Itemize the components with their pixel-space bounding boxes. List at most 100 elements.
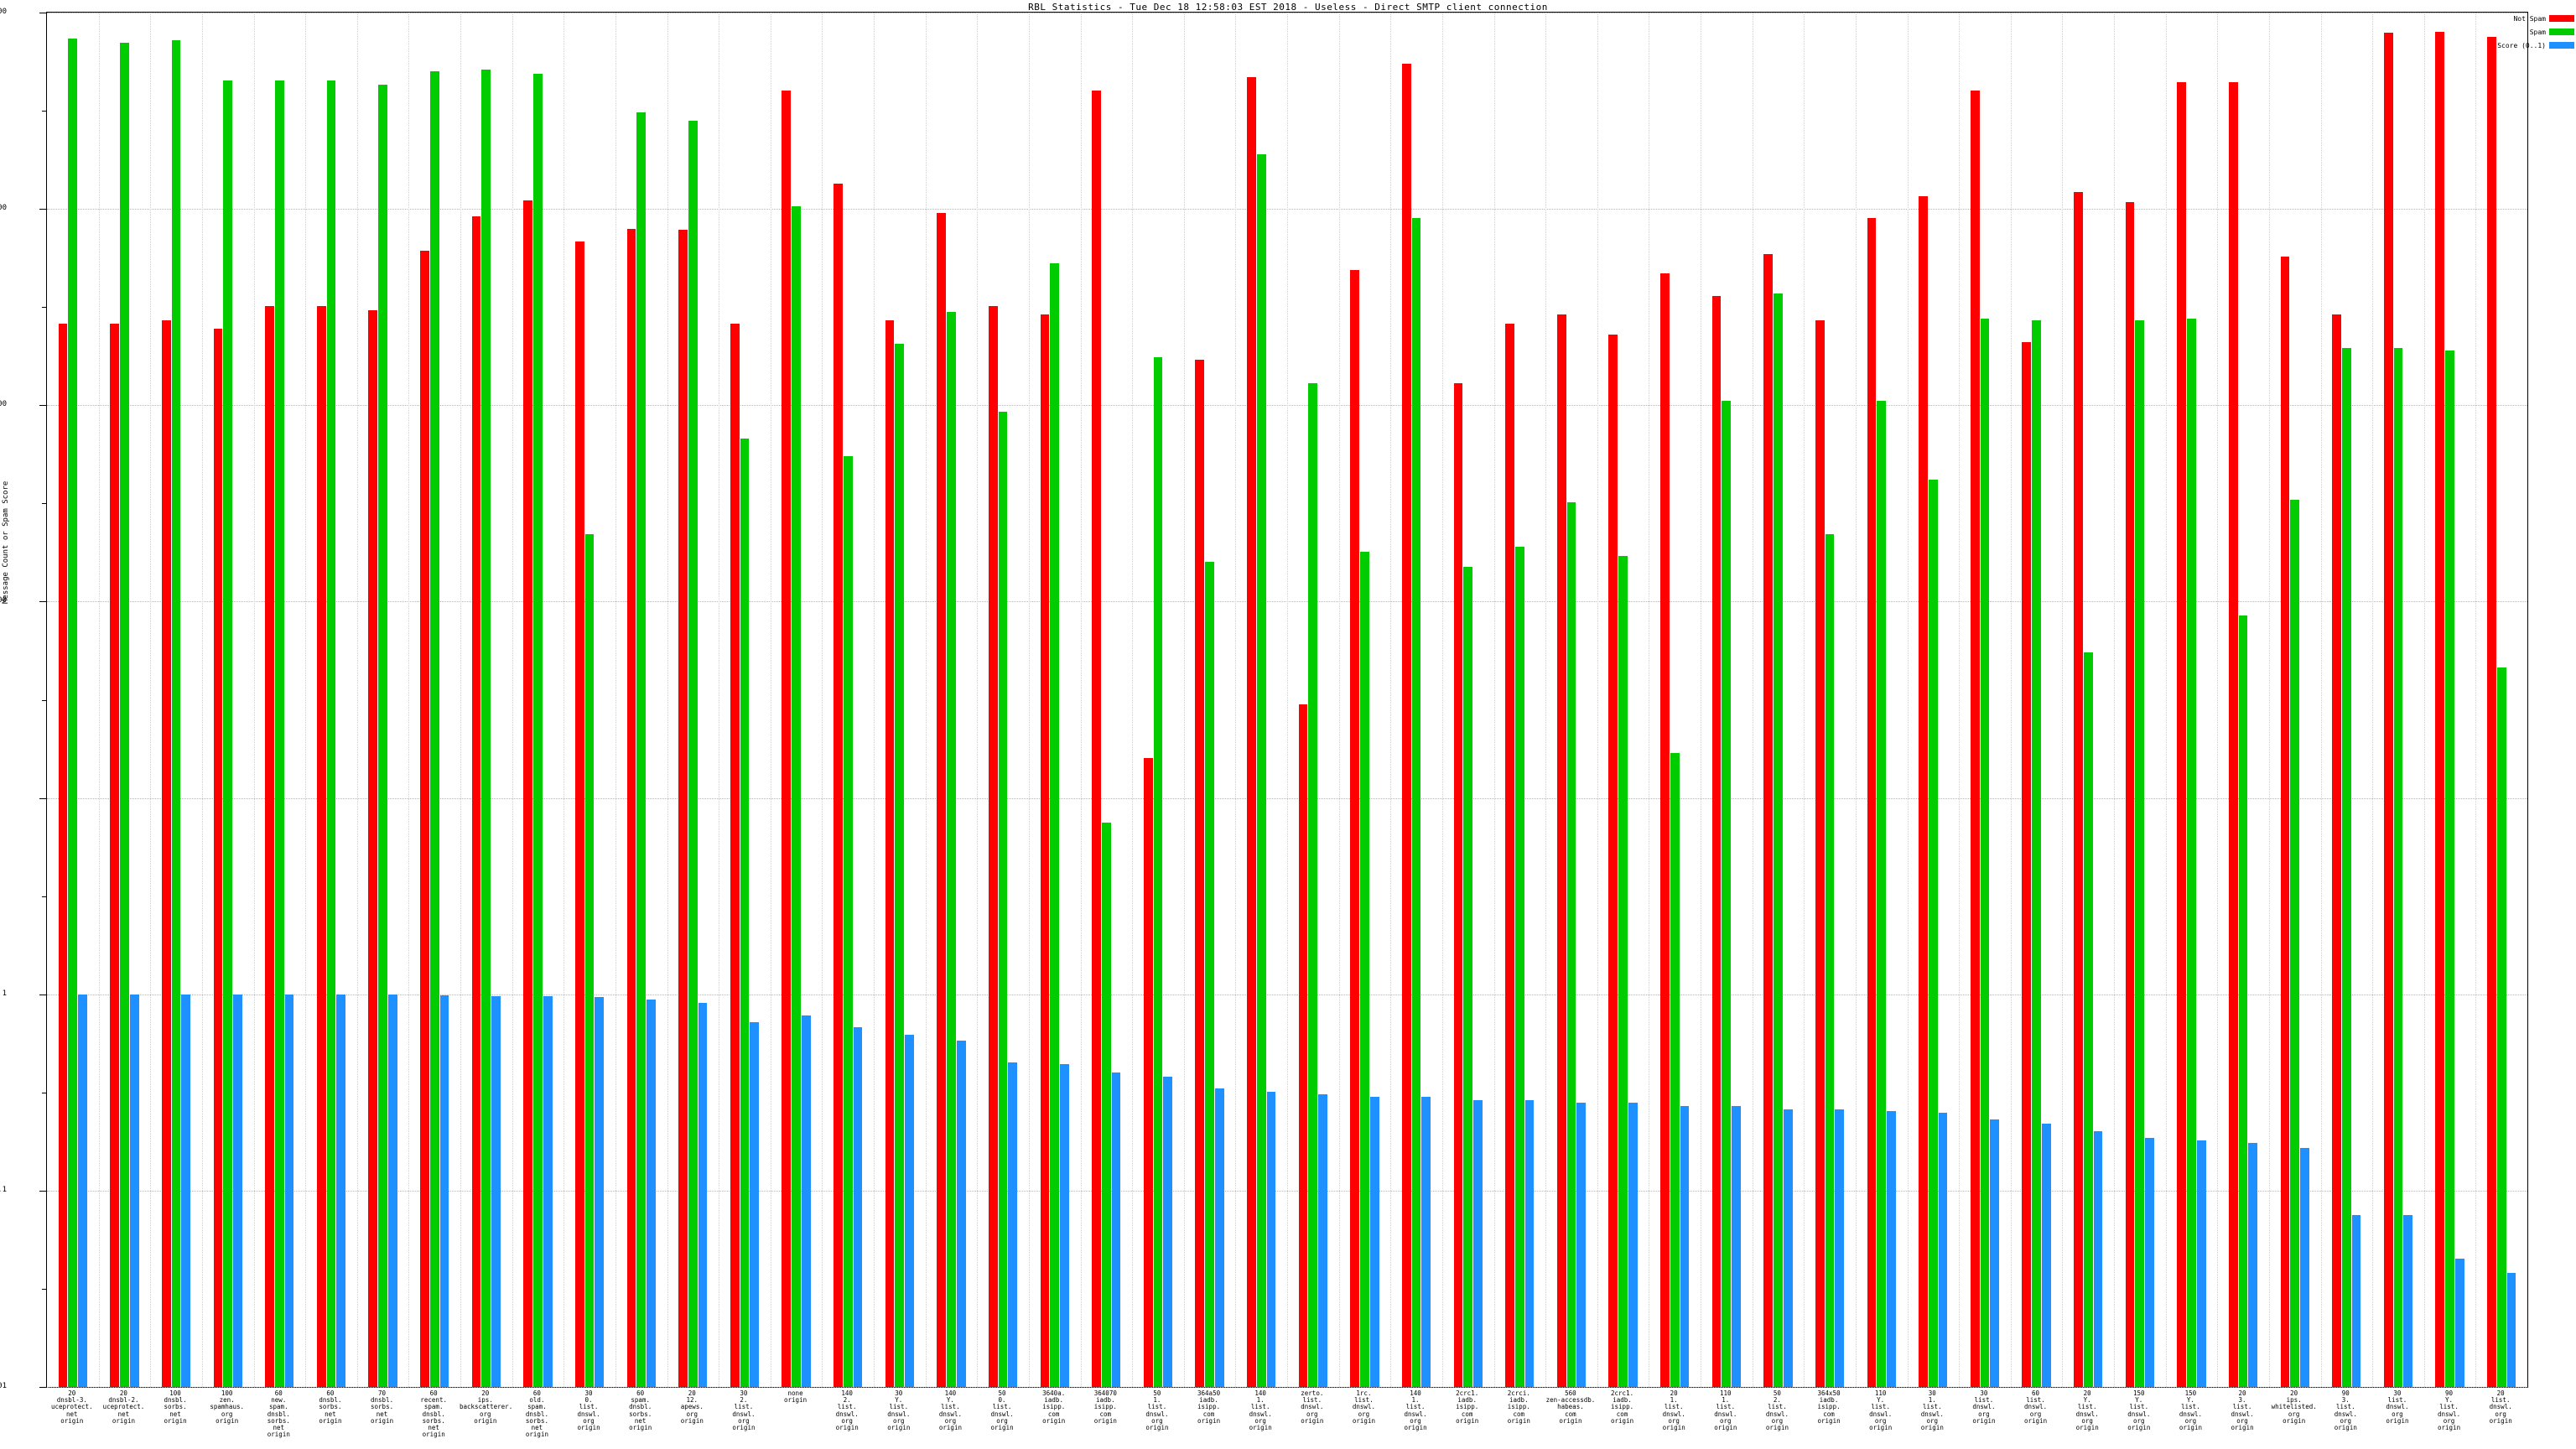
bar-not-spam [1763, 253, 1774, 1387]
bar-not-spam [626, 229, 636, 1387]
bar-not-spam [110, 324, 120, 1387]
y-tick-label: 1000 [0, 400, 7, 409]
x-gridline [1132, 13, 1134, 1387]
bar-not-spam [471, 216, 481, 1387]
bar-score [2454, 1259, 2464, 1387]
bar-group [626, 13, 656, 1387]
bar-not-spam [1970, 91, 1980, 1387]
bar-spam [1205, 561, 1214, 1387]
bar-spam [1825, 534, 1835, 1387]
x-gridline [2372, 13, 2374, 1387]
bar-spam [2445, 351, 2454, 1387]
y-tick-major [39, 1190, 47, 1192]
bar-score [1732, 1105, 1741, 1387]
bar-not-spam [1092, 91, 1101, 1387]
x-tick-label: zerto. list. dnswl. org origin [1301, 1389, 1324, 1425]
y-tick-minor [42, 111, 47, 112]
bar-group [2228, 13, 2258, 1387]
bar-score [647, 1000, 656, 1387]
y-tick-minor [42, 1288, 47, 1290]
bar-score [1887, 1110, 1896, 1387]
bar-not-spam [678, 230, 688, 1387]
x-tick-label: 20 ips. whitelisted. org origin [2271, 1389, 2317, 1425]
bar-not-spam [782, 91, 792, 1387]
x-tick-label: 2crci. iadb. isipp. com origin [1507, 1389, 1530, 1425]
y-tick-minor [42, 699, 47, 701]
bar-spam [120, 43, 129, 1387]
bar-spam [740, 438, 750, 1387]
x-tick-label: 60 new. spam. dnsbl. sorbs. net origin [267, 1389, 290, 1439]
bar-spam [1514, 547, 1524, 1387]
bar-spam [1774, 293, 1783, 1387]
bar-not-spam [1815, 320, 1825, 1387]
bar-spam [1463, 567, 1473, 1387]
x-gridline [1390, 13, 1392, 1387]
bar-group [1040, 13, 1069, 1387]
bar-score [233, 994, 242, 1387]
bar-spam [533, 73, 543, 1387]
bar-score [905, 1035, 914, 1387]
x-gridline [2165, 13, 2167, 1387]
bar-spam [1411, 217, 1421, 1387]
bar-group [523, 13, 553, 1387]
bar-group [265, 13, 294, 1387]
bar-group [2177, 13, 2206, 1387]
bar-group [1505, 13, 1535, 1387]
bar-group [1556, 13, 1587, 1387]
bar-spam [1308, 382, 1318, 1387]
x-gridline [408, 13, 410, 1387]
bar-score [750, 1022, 760, 1387]
bar-score [1576, 1103, 1587, 1387]
bar-score [1473, 1099, 1483, 1387]
y-tick-label: 100 [0, 596, 7, 605]
x-gridline [2268, 13, 2270, 1387]
y-tick-label: 10000 [0, 204, 7, 213]
legend-swatch [2549, 15, 2574, 22]
x-tick-label: 60 recent. spam. dnsbl. sorbs. net origi… [420, 1389, 447, 1439]
bar-spam [2187, 319, 2196, 1387]
bar-group [368, 13, 397, 1387]
x-tick-label: 50 2. list. dnswl. org origin [1765, 1389, 1789, 1432]
x-gridline [874, 13, 875, 1387]
bar-not-spam [2280, 257, 2290, 1387]
bar-score [2506, 1273, 2516, 1387]
bar-spam [1256, 153, 1266, 1387]
x-tick-label: 364070 iadb. isipp. com origin [1093, 1389, 1117, 1425]
x-tick-label: 30 1. list. dnswl. org origin [1920, 1389, 1944, 1432]
bar-score [2093, 1131, 2103, 1387]
bar-group [1401, 13, 1431, 1387]
bar-spam [378, 84, 387, 1387]
bar-score [2351, 1215, 2361, 1387]
bar-score [853, 1026, 863, 1387]
x-tick-label: 560 zen-accessdb. habeas. com origin [1545, 1389, 1596, 1425]
bar-group [1763, 13, 1793, 1387]
bar-group [110, 13, 139, 1387]
bar-spam [636, 112, 647, 1387]
bar-score [956, 1041, 966, 1387]
bar-group [574, 13, 605, 1387]
bar-group [988, 13, 1018, 1387]
x-gridline [2114, 13, 2115, 1387]
x-tick-label: 100 zen. spamhaus. org origin [210, 1389, 244, 1425]
bar-group [1092, 13, 1121, 1387]
y-tick-label: 0.01 [0, 1382, 7, 1390]
bar-spam [1722, 401, 1732, 1387]
y-axis-label: Message Count or Spam Score [2, 480, 10, 604]
bar-not-spam [2435, 31, 2445, 1387]
bar-group [678, 13, 708, 1387]
bar-not-spam [988, 306, 998, 1387]
y-tick-label: 100000 [0, 8, 7, 16]
bar-group [1453, 13, 1483, 1387]
bar-spam [2135, 320, 2145, 1387]
bar-group [2074, 13, 2103, 1387]
bar-spam [998, 411, 1008, 1387]
bar-spam [1618, 556, 1628, 1387]
bar-spam [2393, 348, 2403, 1387]
x-tick-label: 2crc1. iadb. isipp. com origin [1456, 1389, 1479, 1425]
bar-spam [895, 344, 905, 1387]
x-gridline [2423, 13, 2425, 1387]
bar-score [2145, 1138, 2154, 1387]
bar-not-spam [265, 306, 274, 1387]
bar-not-spam [1350, 269, 1360, 1387]
bar-score [1369, 1097, 1379, 1387]
